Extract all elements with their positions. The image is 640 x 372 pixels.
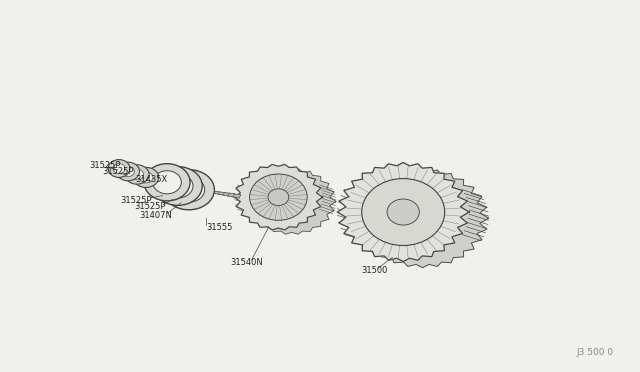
Polygon shape — [234, 164, 323, 230]
Text: 31525P: 31525P — [102, 167, 134, 176]
Ellipse shape — [173, 177, 205, 202]
Text: 31407N: 31407N — [139, 211, 172, 219]
Text: 31555: 31555 — [206, 223, 232, 232]
Ellipse shape — [163, 170, 214, 210]
Ellipse shape — [113, 164, 125, 173]
Ellipse shape — [125, 165, 149, 184]
Ellipse shape — [131, 169, 143, 180]
Text: 31525P: 31525P — [134, 202, 166, 211]
Text: 31525P: 31525P — [120, 196, 152, 205]
Text: J3 500 0: J3 500 0 — [576, 348, 613, 357]
Text: 31540N: 31540N — [230, 258, 263, 267]
Ellipse shape — [250, 174, 307, 220]
Ellipse shape — [163, 174, 193, 198]
Ellipse shape — [133, 167, 159, 187]
Ellipse shape — [144, 164, 190, 201]
Ellipse shape — [108, 160, 130, 177]
Ellipse shape — [362, 179, 445, 246]
Text: 31435X: 31435X — [136, 175, 168, 184]
Text: 31525P: 31525P — [90, 161, 121, 170]
Ellipse shape — [116, 162, 140, 181]
Text: 31500: 31500 — [361, 266, 387, 275]
Ellipse shape — [153, 171, 181, 194]
Polygon shape — [356, 169, 488, 268]
Polygon shape — [248, 169, 336, 234]
Ellipse shape — [268, 189, 289, 205]
Polygon shape — [337, 163, 469, 262]
Ellipse shape — [154, 167, 202, 205]
Polygon shape — [198, 189, 241, 198]
Ellipse shape — [122, 166, 134, 177]
Ellipse shape — [139, 172, 153, 183]
Ellipse shape — [387, 199, 419, 225]
